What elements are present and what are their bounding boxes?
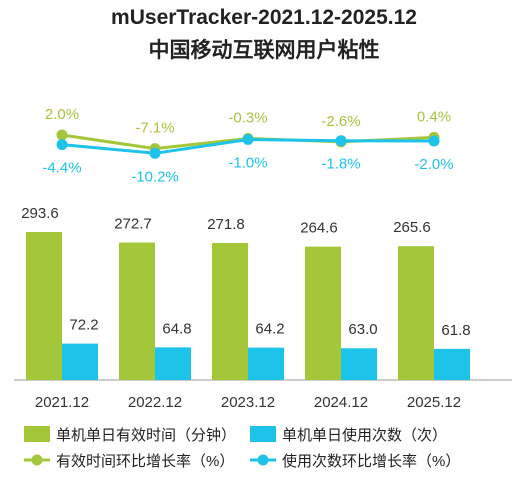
count-growth-point-2022.12 — [149, 147, 161, 159]
bar-count-2023.12 — [248, 347, 284, 380]
legend-label-1: 单机单日使用次数（次） — [282, 427, 447, 444]
bar-count-label-2024.12: 63.0 — [348, 321, 377, 338]
bar-count-2021.12 — [62, 343, 98, 380]
bar-time-label-2024.12: 264.6 — [300, 220, 338, 237]
count-growth-label-2022.12: -10.2% — [131, 168, 179, 185]
x-tick-label-2021.12: 2021.12 — [35, 394, 89, 411]
time-growth-label-2021.12: 2.0% — [45, 106, 79, 123]
bar-count-2025.12 — [434, 348, 470, 380]
bar-time-2022.12 — [119, 242, 155, 380]
count-growth-point-2023.12 — [242, 134, 254, 145]
legend-marker-3 — [257, 454, 269, 466]
bar-time-2021.12 — [26, 232, 62, 380]
bar-time-label-2021.12: 293.6 — [21, 205, 59, 222]
count-growth-label-2021.12: -4.4% — [42, 160, 81, 177]
count-growth-point-2021.12 — [56, 139, 68, 151]
x-tick-label-2024.12: 2024.12 — [314, 394, 368, 411]
count-growth-point-2025.12 — [428, 135, 440, 147]
chart-subtitle: 中国移动互联网用户粘性 — [148, 39, 380, 62]
x-tick-label-2022.12: 2022.12 — [128, 394, 182, 411]
count-growth-label-2023.12: -1.0% — [228, 155, 267, 172]
bar-time-label-2022.12: 272.7 — [114, 216, 152, 233]
legend-label-3: 使用次数环比增长率（%） — [282, 453, 460, 470]
bar-time-label-2025.12: 265.6 — [393, 219, 431, 236]
legend-label-2: 有效时间环比增长率（%） — [56, 453, 234, 470]
bar-time-2023.12 — [212, 242, 248, 380]
chart-title: mUserTracker-2021.12-2025.12 — [111, 6, 417, 29]
bar-count-label-2023.12: 64.2 — [255, 321, 284, 338]
bar-count-label-2021.12: 72.2 — [69, 317, 98, 334]
count-growth-point-2024.12 — [335, 135, 347, 147]
x-tick-label-2025.12: 2025.12 — [407, 394, 461, 411]
count-growth-label-2025.12: -2.0% — [414, 156, 453, 173]
time-growth-label-2022.12: -7.1% — [135, 120, 174, 137]
time-growth-label-2024.12: -2.6% — [321, 113, 360, 130]
bar-time-2025.12 — [398, 246, 434, 380]
time-growth-point-2021.12 — [56, 129, 68, 141]
count-growth-label-2024.12: -1.8% — [321, 156, 360, 173]
legend-label-0: 单机单日有效时间（分钟） — [56, 427, 236, 444]
bar-time-label-2023.12: 271.8 — [207, 216, 245, 233]
bar-count-label-2025.12: 61.8 — [441, 322, 470, 339]
bar-time-2024.12 — [305, 246, 341, 380]
legend-swatch-1 — [250, 426, 276, 442]
bar-count-label-2022.12: 64.8 — [162, 320, 191, 337]
legend-marker-2 — [31, 454, 43, 466]
legend-swatch-0 — [24, 426, 50, 442]
x-tick-label-2023.12: 2023.12 — [221, 394, 275, 411]
bar-count-2022.12 — [155, 347, 191, 380]
time-growth-label-2025.12: 0.4% — [417, 108, 451, 125]
bar-count-2024.12 — [341, 348, 377, 380]
time-growth-label-2023.12: -0.3% — [228, 109, 267, 126]
